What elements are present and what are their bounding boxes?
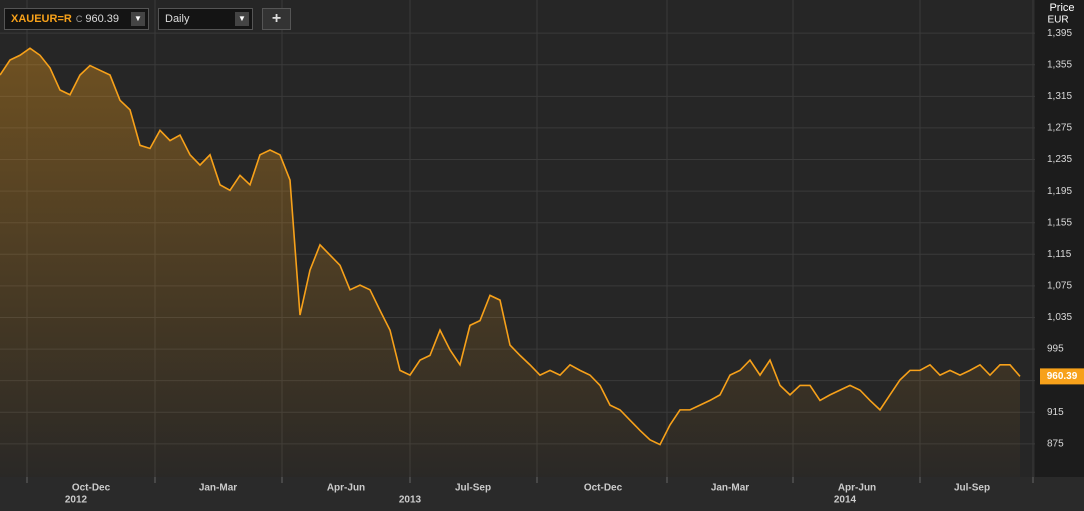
x-tick-label: Oct-Dec: [72, 483, 111, 494]
instrument-price: 960.39: [85, 13, 119, 25]
x-tick-label: Jan-Mar: [199, 483, 237, 494]
add-button[interactable]: +: [262, 8, 291, 30]
y-tick-label: 1,155: [1047, 217, 1072, 228]
y-tick-label: 1,315: [1047, 91, 1072, 102]
y-axis-unit: EUR: [1047, 15, 1068, 26]
y-tick-label: 1,035: [1047, 312, 1072, 323]
instrument-box[interactable]: XAUEUR=R C 960.39 ▼: [4, 8, 149, 30]
x-tick-label: Apr-Jun: [327, 483, 365, 494]
close-marker: C: [75, 14, 83, 24]
y-tick-label: 1,195: [1047, 186, 1072, 197]
year-label: 2012: [65, 495, 88, 506]
interval: Daily: [165, 13, 190, 25]
y-tick-label: 1,235: [1047, 154, 1072, 165]
x-tick-label: Apr-Jun: [838, 483, 876, 494]
x-axis-band: [0, 477, 1084, 511]
y-tick-label: 1,355: [1047, 59, 1072, 70]
price-tag: [1040, 368, 1084, 385]
y-tick-label: 995: [1047, 344, 1064, 355]
x-tick-label: Jul-Sep: [954, 483, 990, 494]
area: [0, 48, 1020, 478]
year-label: 2013: [399, 495, 422, 506]
dropdown-arrow: ▼: [131, 12, 145, 26]
y-tick-label: 1,075: [1047, 281, 1072, 292]
x-tick-label: Oct-Dec: [584, 483, 623, 494]
year-label: 2014: [834, 495, 857, 506]
x-tick-label: Jan-Mar: [711, 483, 749, 494]
y-tick-label: 915: [1047, 407, 1064, 418]
dropdown-arrow: ▼: [235, 12, 249, 26]
instrument: XAUEUR=R: [11, 13, 72, 25]
line: [0, 47, 1021, 446]
y-tick-label: 1,395: [1047, 28, 1072, 39]
interval-select[interactable]: Daily ▼: [158, 8, 253, 30]
add-icon: +: [271, 10, 282, 27]
y-axis-title: Price: [1049, 2, 1074, 14]
y-tick-label: 875: [1047, 438, 1064, 449]
x-tick-label: Jul-Sep: [455, 483, 491, 494]
y-tick-label: 1,275: [1047, 123, 1072, 134]
y-tick-label: 1,115: [1047, 249, 1072, 260]
price-tag-label: 960.39: [1047, 371, 1078, 382]
